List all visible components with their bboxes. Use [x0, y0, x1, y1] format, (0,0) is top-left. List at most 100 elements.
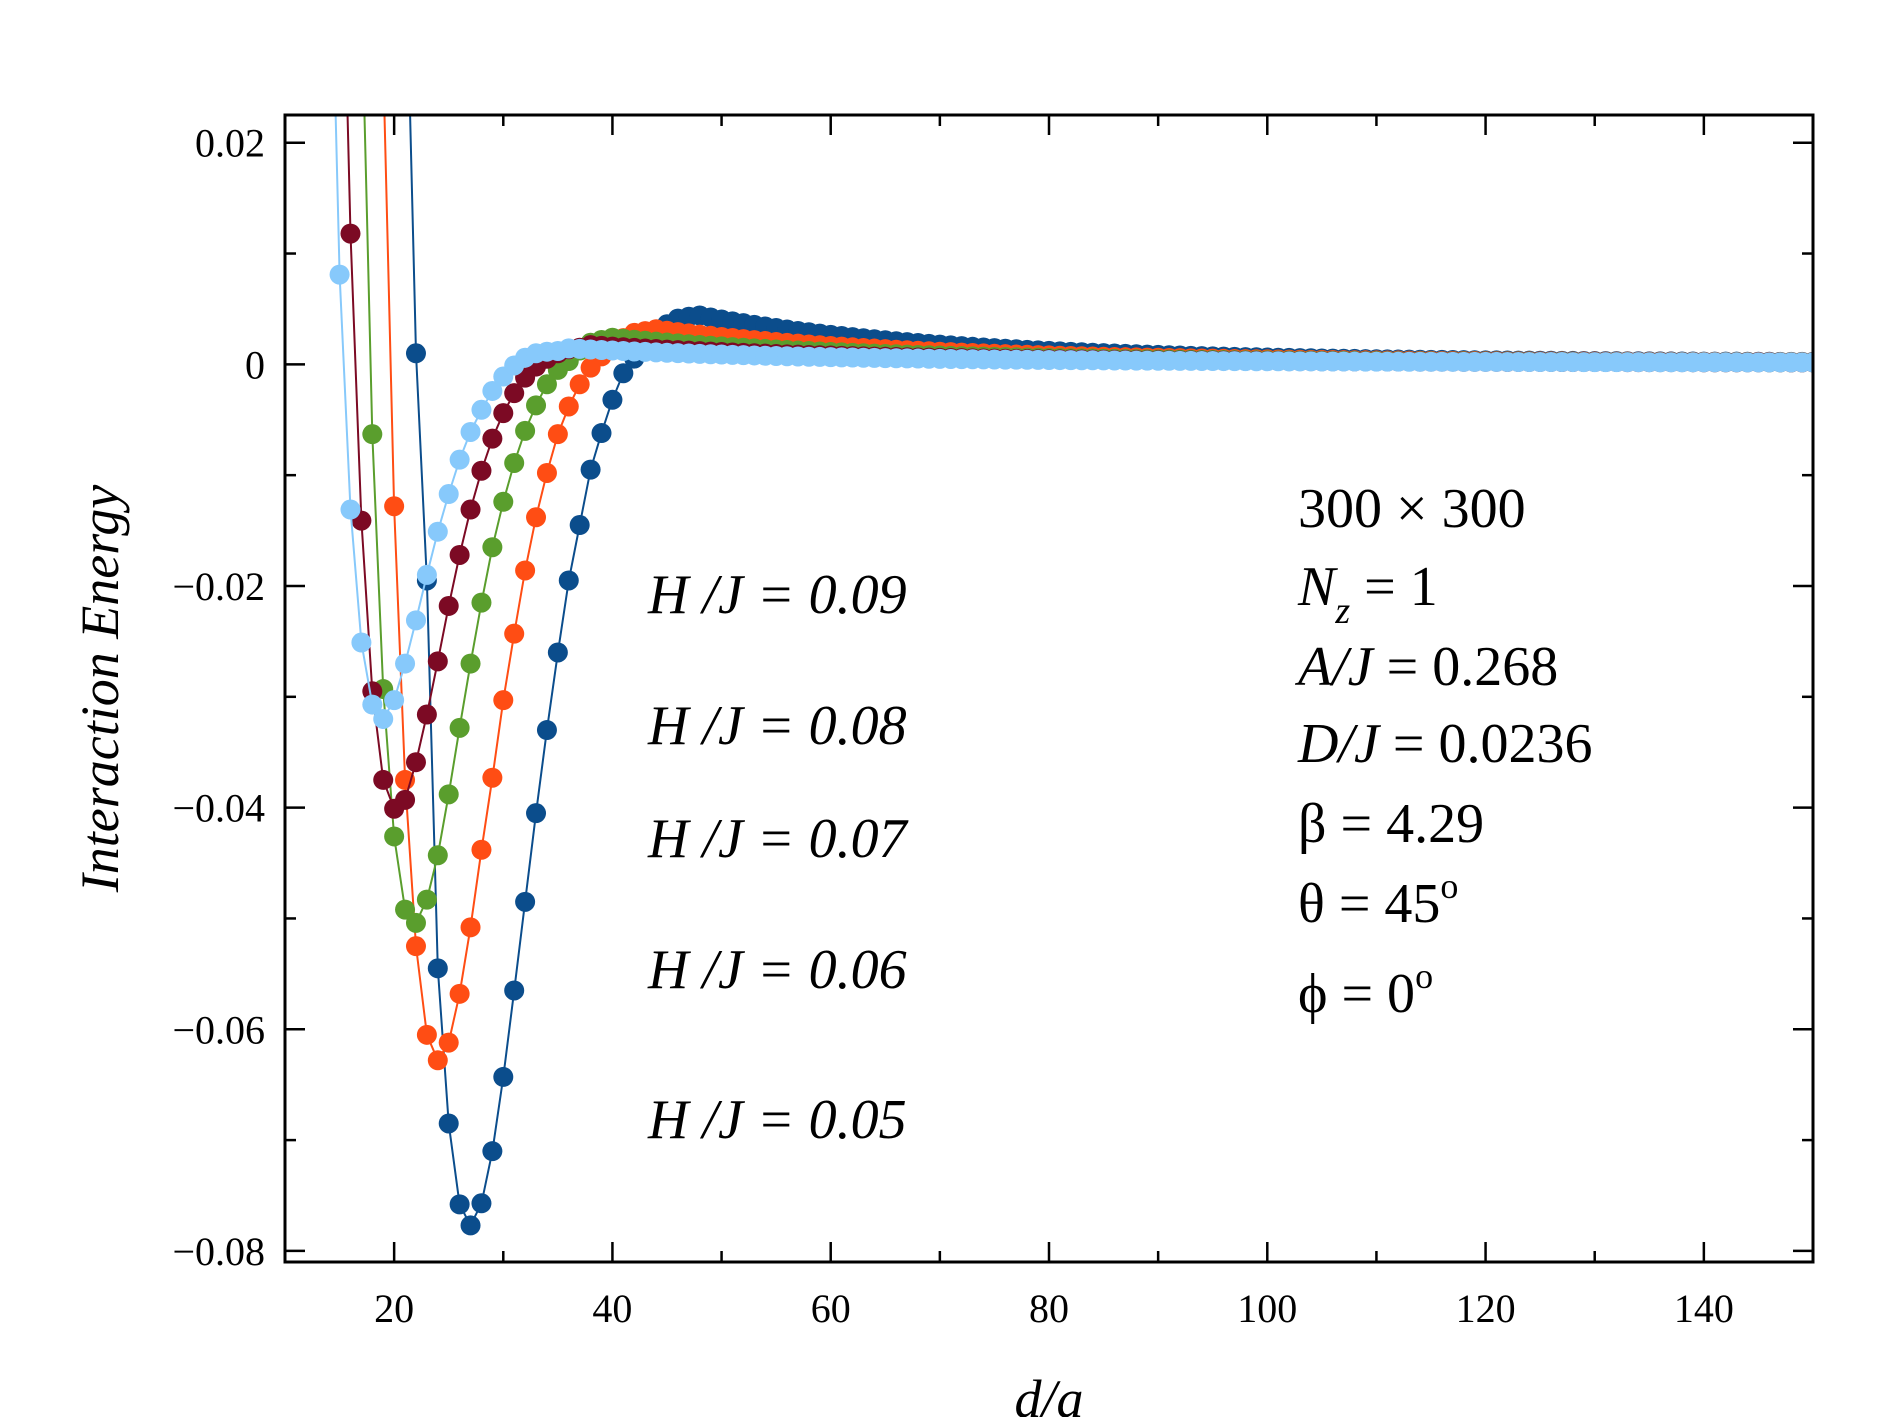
param-a-value: = 0.268: [1373, 636, 1559, 698]
data-point: [493, 491, 514, 512]
legend-label-0.07: H /J = 0.07: [647, 808, 909, 870]
data-point: [536, 720, 557, 741]
data-point: [569, 374, 590, 395]
data-point: [515, 420, 536, 441]
data-point: [416, 889, 437, 910]
data-point: [405, 936, 426, 957]
data-point: [384, 690, 405, 711]
x-tick-label: 60: [811, 1286, 851, 1331]
data-point: [460, 499, 481, 520]
data-point: [329, 264, 350, 285]
data-point: [384, 496, 405, 517]
legend-label-0.05: H /J = 0.05: [647, 1089, 907, 1151]
x-axis-title: d/a: [1014, 1369, 1083, 1417]
data-point: [515, 891, 536, 912]
data-point: [547, 424, 568, 445]
data-point: [471, 592, 492, 613]
data-point: [493, 403, 514, 424]
data-point: [449, 717, 470, 738]
data-point: [504, 623, 525, 644]
parameter-annotation: 300 × 300 Nz = 1 A/J = 0.268 D/J = 0.023…: [1294, 478, 1592, 1025]
data-point: [405, 610, 426, 631]
data-point: [395, 899, 416, 920]
data-point: [580, 459, 601, 480]
y-axis-title: Interaction Energy: [70, 485, 130, 893]
x-tick-label: 40: [592, 1286, 632, 1331]
tick-labels: 20 40 60 80 100 120 140 0.02 0 −0.02 −0.04 −0.06 −0.…: [172, 121, 1733, 1331]
data-point: [482, 380, 503, 401]
data-point: [504, 980, 525, 1001]
data-point: [405, 912, 426, 933]
param-phi-degree: o: [1415, 956, 1433, 996]
param-a: A/J = 0.268: [1294, 636, 1558, 698]
param-d-label: D/J: [1297, 713, 1382, 775]
param-nz-symbol: N: [1297, 556, 1338, 618]
data-point: [395, 653, 416, 674]
series-line: [409, 115, 1813, 1228]
param-lattice: 300 × 300: [1298, 478, 1526, 540]
data-point: [373, 769, 394, 790]
param-nz: Nz = 1: [1297, 556, 1438, 632]
data-point: [416, 704, 437, 725]
data-point: [460, 1215, 481, 1236]
data-point: [482, 767, 503, 788]
param-a-label: A/J: [1294, 636, 1376, 698]
data-point: [558, 396, 579, 417]
legend-label-0.06: H /J = 0.06: [647, 939, 907, 1001]
x-tick-label: 20: [374, 1286, 414, 1331]
data-point: [460, 421, 481, 442]
axis-ticks: [283, 115, 1815, 1262]
x-tick-label: 140: [1674, 1286, 1734, 1331]
series-layer: [329, 115, 1813, 1236]
data-point: [340, 223, 361, 244]
data-point: [482, 537, 503, 558]
param-theta-degree: o: [1440, 866, 1458, 906]
data-point: [471, 460, 492, 481]
data-point: [405, 343, 426, 364]
data-point: [504, 452, 525, 473]
data-point: [493, 1066, 514, 1087]
data-point: [340, 499, 361, 520]
data-point: [471, 1193, 492, 1214]
data-point: [536, 374, 557, 395]
data-point: [373, 708, 394, 729]
data-point: [558, 570, 579, 591]
data-point: [602, 389, 623, 410]
data-point: [482, 428, 503, 449]
data-point: [460, 917, 481, 938]
param-nz-value: = 1: [1350, 556, 1438, 618]
data-point: [536, 462, 557, 483]
data-point: [427, 521, 448, 542]
data-point: [438, 784, 459, 805]
data-point: [438, 1032, 459, 1053]
x-tick-label: 120: [1456, 1286, 1516, 1331]
data-point: [471, 399, 492, 420]
param-theta-text: θ = 45: [1298, 873, 1440, 935]
data-point: [427, 845, 448, 866]
data-point: [460, 653, 481, 674]
data-point: [515, 560, 536, 581]
data-point: [504, 383, 525, 404]
data-point: [416, 1024, 437, 1045]
param-beta: β = 4.29: [1298, 793, 1484, 855]
data-point: [569, 515, 590, 536]
param-theta: θ = 45o: [1298, 866, 1458, 935]
x-tick-label: 100: [1237, 1286, 1297, 1331]
legend-label-0.09: H /J = 0.09: [647, 564, 907, 626]
y-tick-label: −0.08: [172, 1229, 265, 1274]
data-point: [526, 803, 547, 824]
data-point: [405, 752, 426, 773]
data-point: [449, 1194, 470, 1215]
legend-label-0.08: H /J = 0.08: [647, 695, 907, 757]
data-point: [449, 983, 470, 1004]
y-tick-label: 0: [245, 342, 265, 387]
param-phi: ϕ = 0o: [1298, 956, 1433, 1025]
data-point: [591, 423, 612, 444]
data-point: [351, 632, 372, 653]
param-phi-text: ϕ = 0: [1298, 963, 1415, 1025]
data-point: [362, 424, 383, 445]
x-tick-label: 80: [1029, 1286, 1069, 1331]
data-point: [449, 544, 470, 565]
data-point: [427, 1050, 448, 1071]
